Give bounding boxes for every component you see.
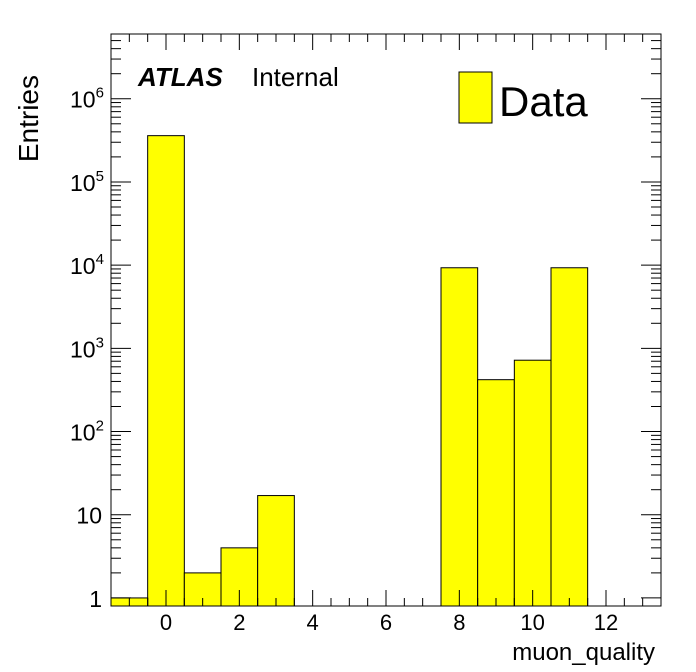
y-tick-label: 106 <box>70 85 104 113</box>
x-tick-labels: 0 2 4 6 8 10 12 <box>160 610 618 635</box>
y-axis-label: Entries <box>13 75 44 162</box>
x-tick-label: 10 <box>520 610 544 635</box>
histogram-bar-4 <box>440 267 479 607</box>
legend-swatch-data <box>458 71 493 124</box>
y-tick-label: 104 <box>70 251 104 279</box>
histogram-bar-7 <box>550 267 589 607</box>
legend-label-data: Data <box>499 78 588 125</box>
x-tick-label: 2 <box>233 610 245 635</box>
histogram-bar-6 <box>513 359 552 607</box>
atlas-status-label: Internal <box>252 62 339 92</box>
histogram-bar-0 <box>147 135 185 607</box>
y-tick-label: 105 <box>70 168 104 196</box>
y-tick-label: 102 <box>70 418 104 446</box>
x-tick-label: 12 <box>594 610 618 635</box>
x-tick-label: 6 <box>380 610 392 635</box>
x-tick-label: 0 <box>160 610 172 635</box>
x-tick-label: 8 <box>453 610 465 635</box>
x-axis-label: muon_quality <box>512 639 655 666</box>
y-tick-label: 103 <box>70 334 104 362</box>
axis-ticks <box>111 33 661 606</box>
histogram-bars <box>110 135 589 607</box>
plot-frame <box>110 33 662 607</box>
atlas-label: ATLAS <box>137 62 223 92</box>
histogram-bar-3 <box>257 495 295 607</box>
y-tick-labels: 1 10 102 103 104 105 106 <box>70 85 104 612</box>
x-tick-label: 4 <box>307 610 319 635</box>
histogram-bar-5 <box>477 379 515 607</box>
y-tick-label: 10 <box>76 503 102 529</box>
y-tick-label: 1 <box>89 586 102 612</box>
